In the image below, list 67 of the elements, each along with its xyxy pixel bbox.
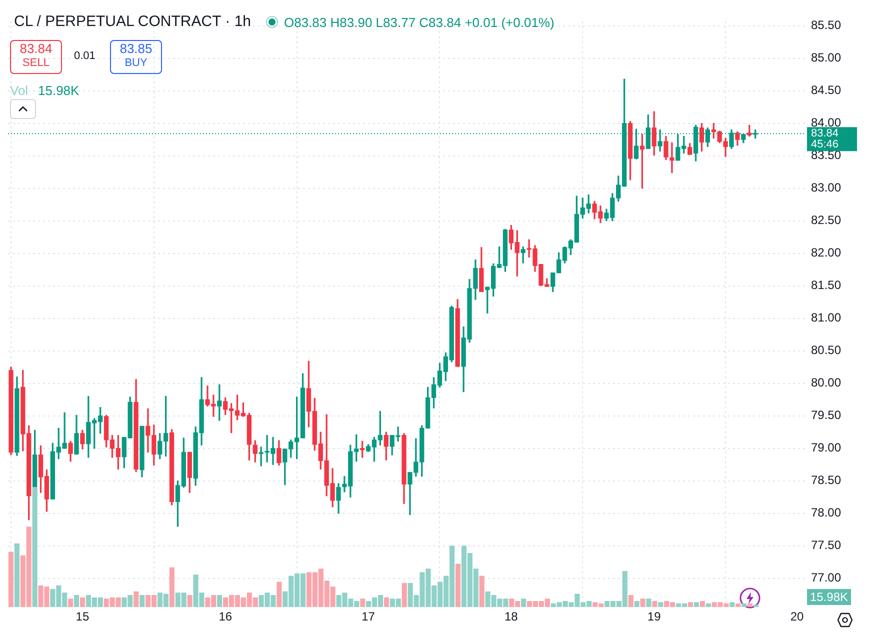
bar [694,602,699,607]
x-tick-label: 18 [504,610,518,624]
bar [360,598,366,607]
y-tick-label: 77.00 [811,570,842,585]
annotation: SELL [22,56,50,71]
annotation: BUY [124,56,148,71]
annotation: 83.84 [18,41,54,56]
x-tick-label: 15 [76,610,90,624]
chart-title: CL / PERPETUAL CONTRACT · 1h [14,13,251,30]
y-tick-label: 84.00 [811,116,842,130]
y-tick-label: 83.50 [811,148,842,162]
bar [276,582,282,607]
bar [384,597,390,607]
text: Vol [10,83,28,98]
bar [68,598,74,607]
bar [14,543,20,607]
bar [187,595,192,607]
bar [706,603,711,607]
y-tick-label: 85.50 [811,18,842,32]
bar [402,583,407,607]
bar [479,576,484,607]
candlestick [670,142,674,174]
y-tick-label: 81.00 [811,310,842,325]
x-tick-label: 20 [790,610,804,624]
bar [634,601,640,607]
y-tick-label: 82.50 [811,213,842,228]
bar [217,595,222,607]
bar [169,567,174,607]
bar [140,595,145,607]
y-tick-label: 79.50 [811,408,842,422]
bar [640,598,646,607]
text: 45:46 [811,138,839,151]
y-tick-label: 85.00 [811,50,842,65]
bar [455,564,461,607]
bar [646,598,652,607]
bar [80,597,86,607]
ref-line-label: 83.84 [811,128,839,140]
y-tick-label: 81.50 [811,278,842,292]
bar [658,602,664,607]
annotation: 83.85 [118,41,154,56]
annotation: 15.98K [38,83,80,98]
bar [8,552,14,607]
bar [742,603,747,607]
annotation: 0.01 [74,50,96,62]
y-tick-label: 78.00 [811,506,842,520]
x-tick-label: 17 [362,610,376,624]
bar [652,601,658,607]
y-tick-label: 77.50 [811,538,842,552]
y-tick-label: 83.00 [811,180,842,195]
bar [700,601,705,607]
bar [736,603,741,607]
y-tick-label: 84.50 [811,83,842,98]
bar [134,591,139,607]
x-tick-label: 19 [647,610,662,624]
y-tick-label: 78.50 [811,473,842,488]
y-tick-label: 82.00 [811,246,842,260]
bar [688,602,694,607]
y-tick-label: 80.50 [811,343,842,358]
y-tick-label: 80.00 [811,376,842,390]
bar [74,595,80,607]
bar [628,595,634,607]
bar [730,602,735,607]
annotation: O83.83 H83.90 L83.77 C83.84 +0.01 (+0.01%) [284,15,554,30]
text: 15.98K [807,589,852,605]
y-tick-label: 79.00 [811,440,842,455]
bar [521,598,526,607]
x-tick-label: 16 [218,610,232,624]
